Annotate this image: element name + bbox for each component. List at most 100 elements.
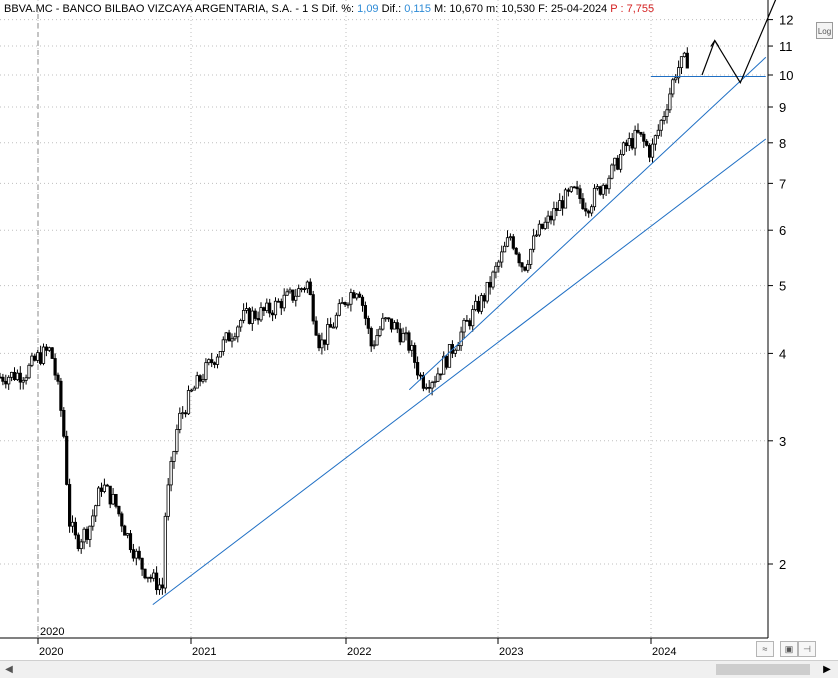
candle-body — [268, 302, 272, 314]
candle-body — [523, 266, 527, 271]
candle-body — [1, 376, 5, 382]
candle-body — [563, 189, 568, 209]
candle-body — [114, 493, 118, 507]
candle-body — [244, 308, 249, 311]
date-label: F: — [538, 3, 548, 15]
candle-body — [517, 253, 521, 264]
candle-body — [352, 292, 356, 299]
candle-body — [247, 308, 251, 324]
max-label: M: — [434, 3, 447, 15]
candle-body — [70, 521, 75, 527]
candle-body — [511, 236, 515, 249]
candle-body — [256, 318, 260, 321]
pin-icon[interactable]: ⊣ — [798, 641, 816, 657]
candle-body — [552, 207, 556, 221]
candle-body — [41, 346, 46, 364]
candle-body — [613, 157, 617, 166]
candle-body — [627, 138, 631, 147]
wave-icon[interactable]: ≈ — [756, 641, 774, 657]
candle-body — [427, 386, 431, 389]
candle-body — [453, 349, 457, 354]
header-title: BBVA.MC - BANCO BILBAO VIZCAYA ARGENTARI… — [4, 3, 319, 15]
candle-body — [7, 376, 11, 385]
y-tick-label: 3 — [779, 434, 786, 449]
candle-body — [186, 390, 191, 415]
candle-body — [619, 154, 623, 170]
candle-body — [68, 484, 72, 527]
candle-body — [82, 528, 86, 543]
candle-body — [99, 487, 104, 492]
candle-body — [482, 295, 486, 302]
candle-body — [642, 133, 646, 142]
scroll-thumb[interactable] — [716, 664, 810, 675]
candle-body — [497, 261, 501, 267]
dif-pct-label: Dif. %: — [321, 3, 355, 15]
y-tick-label: 4 — [779, 346, 786, 361]
horizontal-scrollbar[interactable]: ◀ ▶ — [0, 660, 838, 678]
candle-body — [677, 67, 681, 79]
candle-body — [282, 294, 286, 309]
candle-body — [288, 289, 292, 293]
candle-body — [166, 484, 170, 517]
min-label: m: — [486, 3, 499, 15]
candle-body — [291, 289, 295, 301]
candle-body — [149, 576, 153, 579]
candle-body — [262, 307, 266, 311]
chart-header: BBVA.MC - BANCO BILBAO VIZCAYA ARGENTARI… — [4, 3, 654, 15]
candle-body — [439, 373, 443, 376]
candle-body — [398, 328, 402, 343]
candle-body — [572, 186, 576, 189]
candle-body — [311, 294, 315, 322]
candle-body — [648, 144, 652, 158]
candle-body — [169, 461, 173, 486]
y-tick-label: 8 — [779, 136, 786, 151]
candle-body — [326, 324, 330, 345]
candle-body — [30, 355, 34, 366]
candle-body — [27, 364, 31, 379]
candle-body — [128, 533, 133, 551]
candle-body — [88, 525, 92, 540]
save-icon[interactable]: ▣ — [780, 641, 798, 657]
candle-body — [134, 550, 138, 559]
candle-body — [485, 281, 489, 302]
candle-body — [210, 359, 214, 364]
candle-body — [665, 109, 669, 117]
candle-body — [601, 184, 605, 195]
candle-body — [500, 251, 504, 263]
scroll-right-icon[interactable]: ▶ — [823, 664, 831, 675]
candle-body — [502, 245, 507, 253]
candle-body — [279, 301, 283, 309]
candle-body — [212, 362, 217, 365]
candle-body — [53, 358, 57, 376]
candle-body — [633, 129, 637, 149]
candle-body — [384, 317, 388, 320]
candle-body — [21, 379, 25, 383]
log-scale-button[interactable]: Log — [816, 22, 833, 39]
candle-body — [265, 302, 269, 311]
y-tick-label: 11 — [779, 39, 793, 54]
candle-body — [39, 352, 43, 364]
candle-body — [59, 380, 63, 411]
y-tick-label: 9 — [779, 100, 786, 115]
candle-body — [44, 346, 49, 351]
candle-body — [233, 336, 237, 340]
candle-body — [198, 375, 202, 382]
candle-body — [491, 271, 495, 288]
scroll-left-icon[interactable]: ◀ — [5, 664, 13, 675]
candle-body — [561, 200, 565, 209]
candle-body — [236, 326, 240, 338]
candle-body — [163, 515, 167, 589]
candle-body — [50, 347, 54, 359]
candle-body — [117, 505, 121, 515]
inner-year-label: 2020 — [40, 626, 64, 638]
max-value: 10,670 — [449, 3, 483, 15]
candle-body — [558, 200, 562, 211]
candle-body — [575, 186, 579, 190]
candle-body — [421, 374, 426, 389]
candle-body — [555, 207, 559, 211]
candle-body — [183, 412, 188, 415]
candle-body — [334, 314, 339, 328]
candle-body — [360, 296, 365, 306]
candle-body — [204, 362, 208, 380]
